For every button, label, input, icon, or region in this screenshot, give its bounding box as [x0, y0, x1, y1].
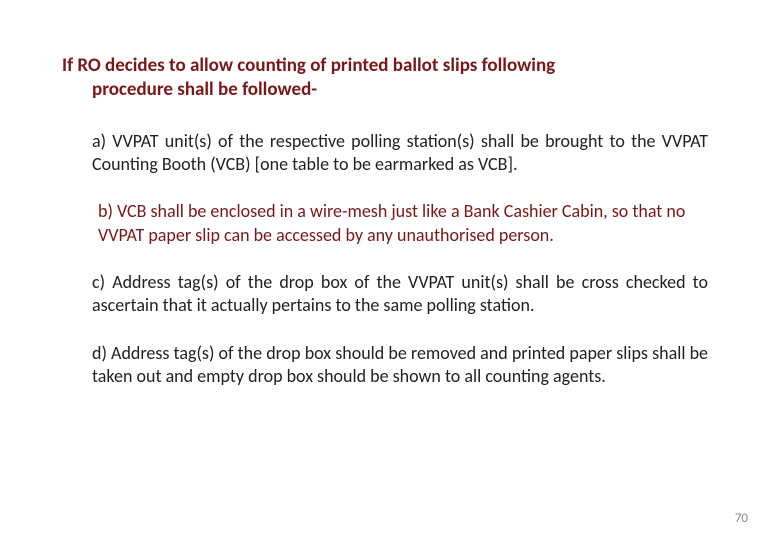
paragraph-b: b) VCB shall be enclosed in a wire-mesh …: [62, 200, 708, 247]
heading-line-1: If RO decides to allow counting of print…: [62, 54, 708, 78]
slide-content: If RO decides to allow counting of print…: [0, 0, 770, 389]
heading: If RO decides to allow counting of print…: [62, 54, 708, 102]
page-number: 70: [735, 511, 748, 526]
paragraph-a: a) VVPAT unit(s) of the respective polli…: [62, 130, 708, 177]
heading-line-2: procedure shall be followed-: [62, 78, 708, 102]
paragraph-c: c) Address tag(s) of the drop box of the…: [62, 271, 708, 318]
paragraph-d: d) Address tag(s) of the drop box should…: [62, 342, 708, 389]
